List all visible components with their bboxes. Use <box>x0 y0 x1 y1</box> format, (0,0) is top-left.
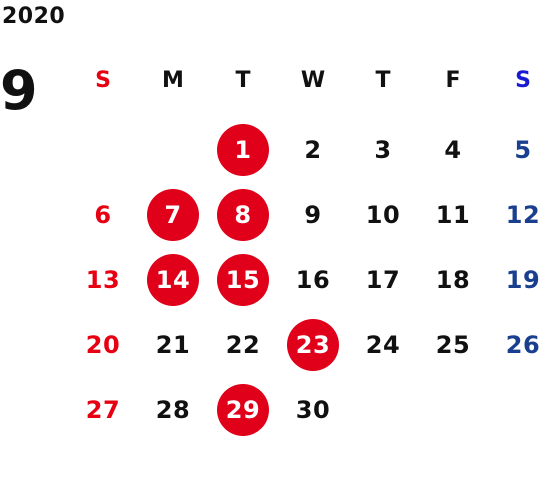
day-cell: 21 <box>138 312 208 377</box>
month-number: 9 <box>0 59 38 122</box>
weekday-header-tuesday: T <box>235 68 251 93</box>
day-number: 25 <box>435 330 471 359</box>
day-cell: 8 <box>208 182 278 247</box>
day-cell: 11 <box>418 182 488 247</box>
day-cell: 27 <box>68 377 138 442</box>
day-number: 30 <box>295 395 331 424</box>
day-number: 26 <box>505 330 541 359</box>
year-label: 2020 <box>2 4 66 29</box>
holiday-day-number: 15 <box>217 253 269 306</box>
day-cell: 1 <box>208 117 278 182</box>
day-cell: 12 <box>488 182 548 247</box>
day-number: 3 <box>374 135 392 164</box>
day-cell: 17 <box>348 247 418 312</box>
day-cell: 30 <box>278 377 348 442</box>
day-number: 10 <box>365 200 401 229</box>
day-number: 11 <box>435 200 471 229</box>
day-cell: 2 <box>278 117 348 182</box>
day-number: 27 <box>85 395 121 424</box>
day-cell: 18 <box>418 247 488 312</box>
day-number: 4 <box>444 135 462 164</box>
day-number: 22 <box>225 330 261 359</box>
holiday-day-number: 8 <box>217 188 269 241</box>
holiday-day-number: 7 <box>147 188 199 241</box>
day-cell: 7 <box>138 182 208 247</box>
weekday-header-sunday: S <box>95 68 111 93</box>
day-cell: 16 <box>278 247 348 312</box>
day-cell: 14 <box>138 247 208 312</box>
day-cell: 10 <box>348 182 418 247</box>
day-cell: 3 <box>348 117 418 182</box>
day-number: 16 <box>295 265 331 294</box>
day-cell: 15 <box>208 247 278 312</box>
day-number: 21 <box>155 330 191 359</box>
day-number: 24 <box>365 330 401 359</box>
day-number: 2 <box>304 135 322 164</box>
day-number: 6 <box>94 200 112 229</box>
day-cell: 23 <box>278 312 348 377</box>
weekday-header-wednesday: W <box>300 68 326 93</box>
day-cell: 5 <box>488 117 548 182</box>
weekday-header-friday: F <box>445 68 461 93</box>
day-number: 13 <box>85 265 121 294</box>
holiday-day-number: 23 <box>287 318 339 371</box>
day-cell: 19 <box>488 247 548 312</box>
weekday-header-thursday: T <box>375 68 391 93</box>
holiday-day-number: 14 <box>147 253 199 306</box>
day-number: 5 <box>514 135 532 164</box>
day-number: 28 <box>155 395 191 424</box>
day-number: 20 <box>85 330 121 359</box>
day-cell: 4 <box>418 117 488 182</box>
day-cell: 25 <box>418 312 488 377</box>
day-number: 9 <box>304 200 322 229</box>
day-number: 17 <box>365 265 401 294</box>
holiday-day-number: 1 <box>217 123 269 176</box>
day-cell: 24 <box>348 312 418 377</box>
day-cell: 6 <box>68 182 138 247</box>
day-cell: 9 <box>278 182 348 247</box>
day-grid: 1 2 3 4 5 6 7 8 9 10 11 12 13 14 15 16 17 18 19 20 21 22 23 24 2… <box>68 117 548 447</box>
day-cell: 20 <box>68 312 138 377</box>
day-cell: 26 <box>488 312 548 377</box>
day-cell: 29 <box>208 377 278 442</box>
day-cell: 28 <box>138 377 208 442</box>
weekday-header-monday: M <box>162 68 184 93</box>
weekday-header-saturday: S <box>515 68 531 93</box>
day-number: 19 <box>505 265 541 294</box>
day-number: 18 <box>435 265 471 294</box>
day-cell: 22 <box>208 312 278 377</box>
holiday-day-number: 29 <box>217 383 269 436</box>
day-cell: 13 <box>68 247 138 312</box>
day-number: 12 <box>505 200 541 229</box>
